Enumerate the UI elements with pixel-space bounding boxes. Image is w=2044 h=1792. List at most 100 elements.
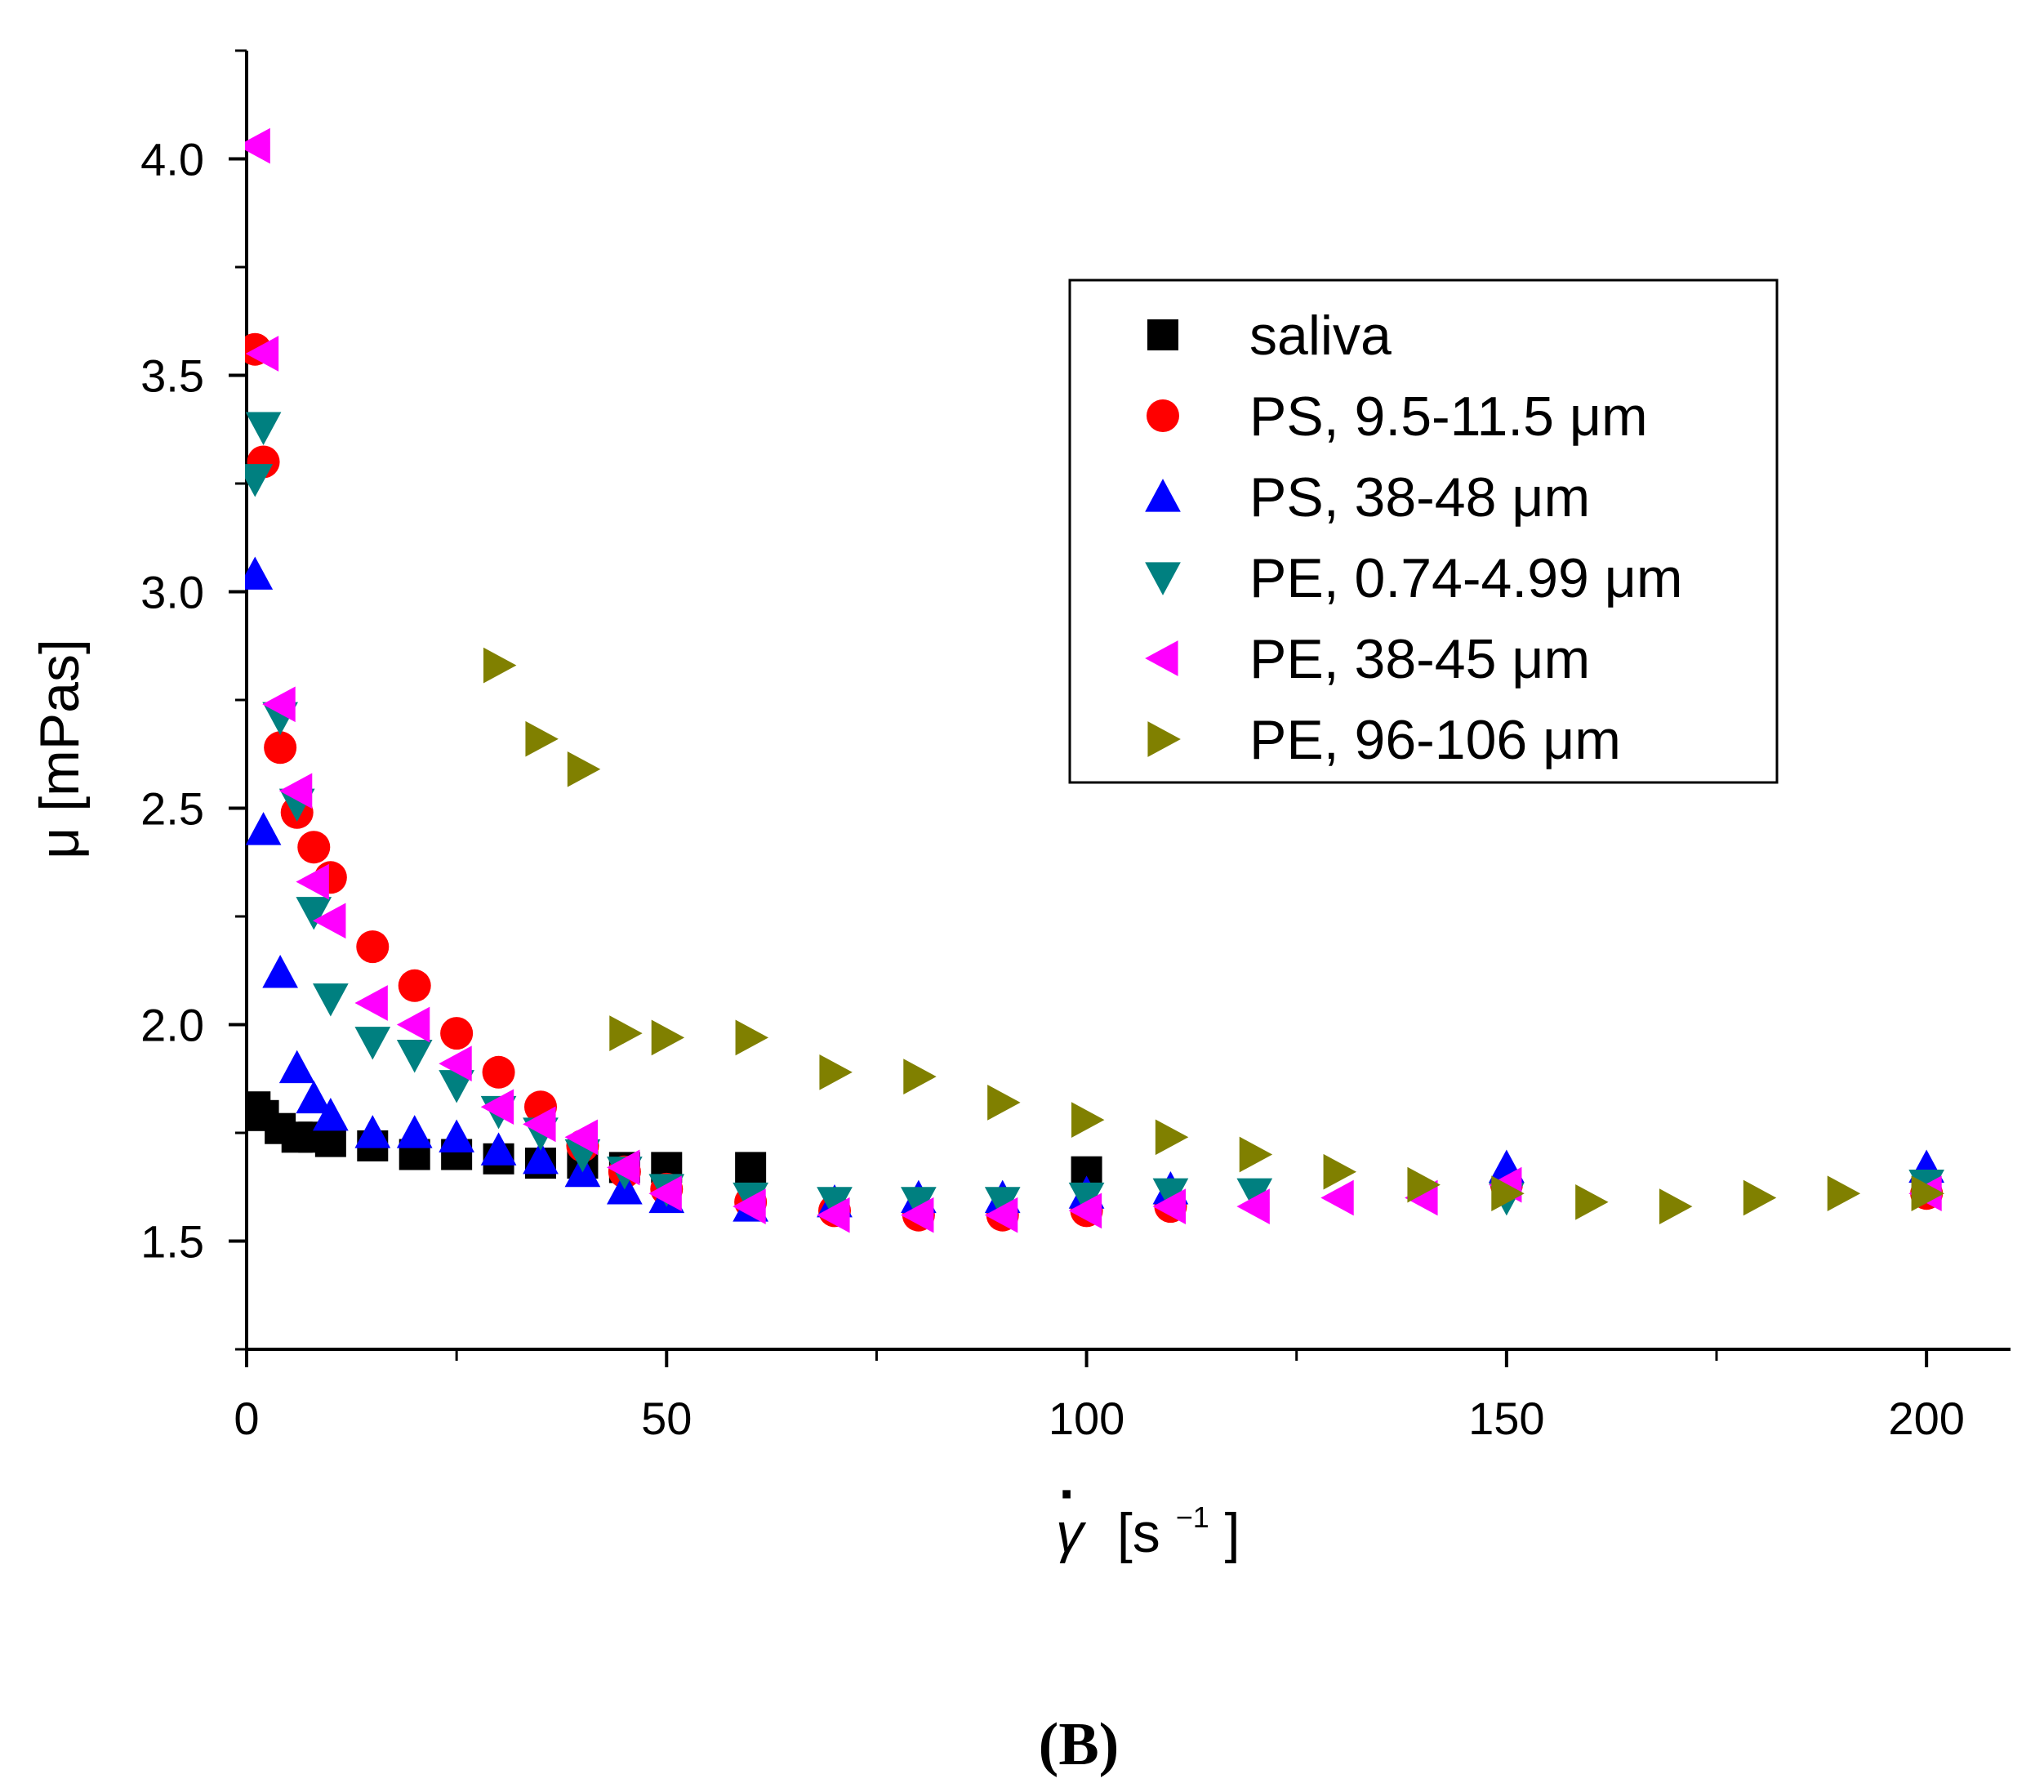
x-tick-label: 0 [234,1393,259,1444]
x-axis-label: γ [s −1 ] · [1056,1463,1240,1564]
x-tick-label: 50 [641,1393,692,1444]
data-point [523,1106,556,1143]
data-point [609,1015,643,1051]
data-point [901,1187,937,1220]
legend-item: PE, 0.74-4.99 μm [1145,547,1683,609]
tick-labels: 0 50 100 150 200 1.5 2.0 2.5 3.0 3.5 4.0 [140,134,1965,1445]
data-point [264,731,297,764]
data-point [396,1006,430,1043]
x-tick-label: 200 [1888,1393,1964,1444]
legend-label: PE, 0.74-4.99 μm [1249,547,1683,609]
data-point [817,1187,853,1220]
data-point [396,1040,433,1073]
data-point [354,1115,391,1148]
legend-item: saliva [1147,305,1392,367]
data-point [482,1055,515,1089]
data-point [648,1175,682,1212]
data-point [1575,1184,1609,1220]
legend-marker [1147,399,1179,432]
data-point [245,127,270,164]
data-point [1071,1102,1105,1138]
legend-marker [1147,319,1178,350]
data-point [480,1132,517,1166]
data-point [480,1089,514,1126]
series-6 [483,647,1944,1224]
panel-label: (B) [1039,1711,1120,1778]
legend-item: PS, 38-48 μm [1145,466,1590,528]
data-point [1236,1178,1273,1212]
data-point [1407,1166,1441,1203]
series-3 [245,556,1944,1222]
y-tick-label: 1.5 [140,1216,204,1268]
data-point [398,969,431,1002]
data-point [245,412,282,445]
data-point [245,336,279,372]
data-point [439,1119,474,1152]
data-point [245,464,274,497]
legend-label: PE, 38-45 μm [1249,628,1590,690]
series-5 [245,127,1942,1233]
data-point [1068,1192,1102,1229]
data-point [817,1197,850,1233]
legend-items: saliva PS, 9.5-11.5 μm PS, 38-48 μm PE, 0.7… [1145,305,1683,771]
data-point [819,1054,853,1090]
y-tick-label: 2.5 [140,783,204,835]
data-point [523,1140,559,1175]
legend-label: PS, 9.5-11.5 μm [1249,386,1648,448]
data-point [262,955,298,988]
data-point [245,812,282,845]
data-point [903,1059,937,1094]
data-point [901,1197,934,1233]
data-point [354,985,388,1021]
data-point [525,720,559,757]
y-axis-label: μ [mPas] [29,639,91,859]
data-point [733,1188,766,1224]
x-axis-label-dot: · [1059,1463,1078,1525]
data-point [1659,1188,1693,1224]
data-point [396,1115,433,1148]
svg-text:γ [s −1 ]: γ [s −1 ] [1056,1478,1240,1564]
legend-marker [1145,479,1181,512]
x-axis-label-unit-open: [s [1117,1502,1160,1564]
data-point [245,556,274,590]
y-tick-label: 2.0 [140,1000,204,1051]
data-point [735,1152,767,1184]
data-point [278,1050,315,1084]
data-point [1323,1153,1356,1190]
data-point [440,1017,474,1050]
x-axis-label-unit-close: ] [1225,1502,1240,1564]
data-point [296,863,329,900]
data-point [314,1126,346,1157]
y-tick-label: 3.5 [140,350,204,402]
data-point [356,930,390,964]
x-tick-label: 100 [1049,1393,1124,1444]
data-point [1152,1178,1189,1212]
data-point [297,831,331,864]
data-point [1155,1119,1189,1156]
y-tick-label: 3.0 [140,567,204,618]
data-point [278,773,313,809]
data-point [567,751,601,787]
legend-item: PE, 96-106 μm [1147,709,1621,771]
ticks [229,49,1929,1367]
data-point [984,1187,1021,1220]
legend-marker [1147,721,1181,757]
x-axis-label-unit-exponent: −1 [1176,1500,1209,1534]
legend-marker [1145,640,1178,676]
data-point [651,1019,685,1056]
legend-label: PE, 96-106 μm [1249,709,1621,771]
data-point [439,1070,474,1103]
data-point [1491,1175,1525,1212]
data-point [1320,1179,1354,1216]
legend-box [1068,279,1779,784]
legend: saliva PS, 9.5-11.5 μm PS, 38-48 μm PE, 0.7… [1068,279,1779,784]
data-point [296,1080,332,1114]
data-point [1827,1175,1861,1212]
data-point [564,1119,599,1156]
data-point [987,1085,1021,1121]
data-point [439,1045,472,1082]
legend-item: PS, 9.5-11.5 μm [1147,386,1648,448]
data-point [1911,1175,1944,1212]
data-point [313,1097,349,1131]
